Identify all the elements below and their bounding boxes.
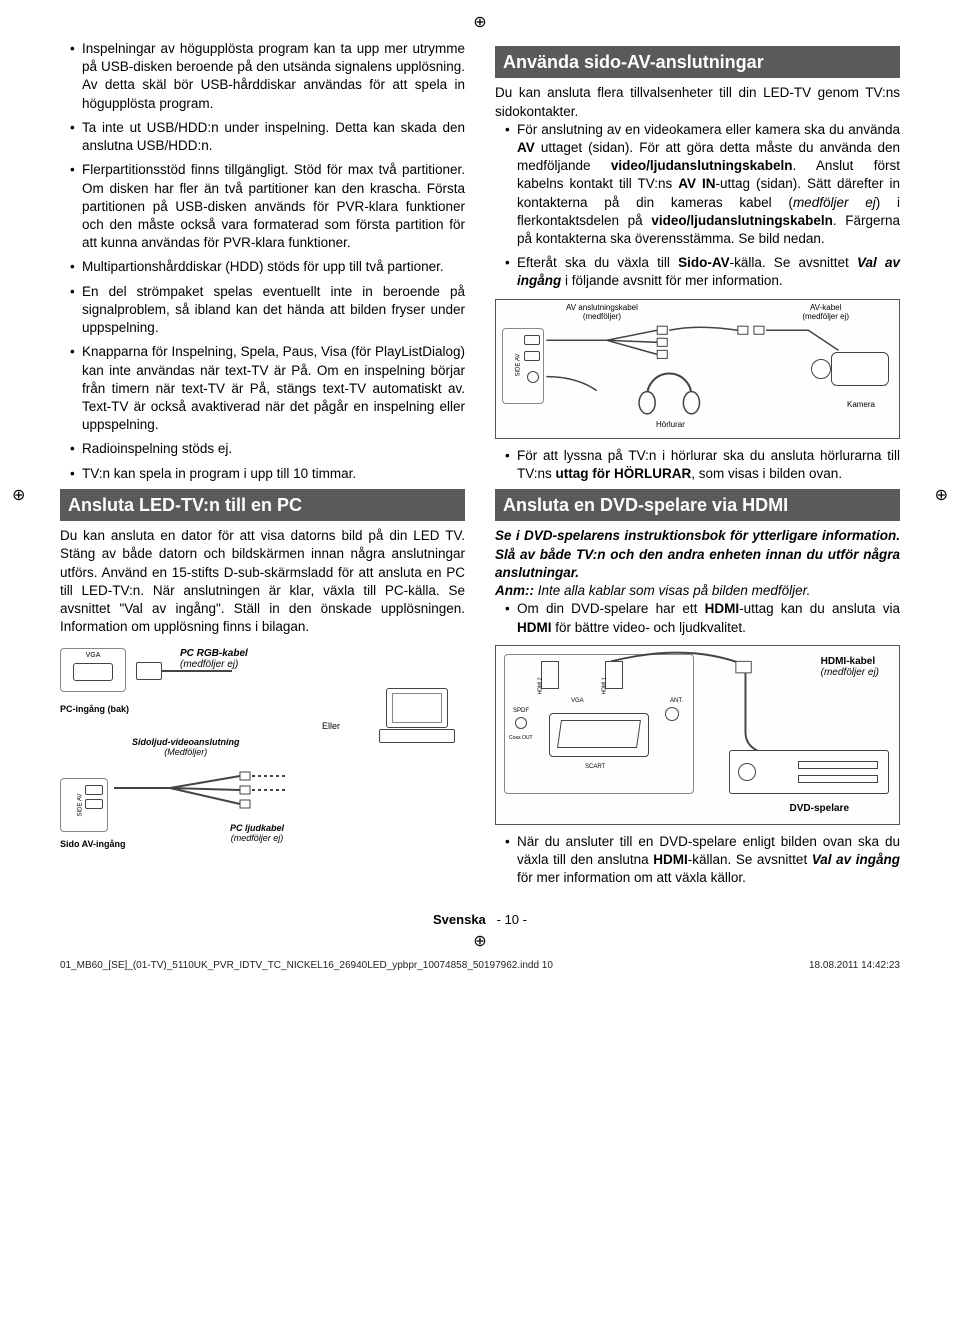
right-column: Använda sido-AV-anslutningar Du kan ansl…	[495, 40, 900, 893]
pc-paragraph: Du kan ansluta en dator för att visa dat…	[60, 527, 465, 636]
pc-audio-cable-label: PC ljudkabel	[230, 823, 284, 833]
main-columns: Inspelningar av högupplösta program kan …	[60, 40, 900, 893]
list-item: TV:n kan spela in program i upp till 10 …	[72, 465, 465, 483]
list-item: Radioinspelning stöds ej.	[72, 440, 465, 458]
camera-label: Kamera	[847, 400, 875, 411]
right-bullets-3: Om din DVD-spelare har ett HDMI-uttag ka…	[495, 600, 900, 636]
list-item: För anslutning av en videokamera eller k…	[507, 121, 900, 249]
list-item: Multipartionshårddiskar (HDD) stöds för …	[72, 258, 465, 276]
list-item: Efteråt ska du växla till Sido-AV-källa.…	[507, 254, 900, 290]
vga-label: VGA	[61, 651, 125, 660]
list-item: För att lyssna på TV:n i hörlurar ska du…	[507, 447, 900, 483]
pc-audio-cable-sub: (medföljer ej)	[231, 833, 284, 843]
dvd-hdmi-intro: Se i DVD-spelarens instruktionsbok för y…	[495, 527, 900, 582]
list-item: Ta inte ut USB/HDD:n under inspelning. D…	[72, 119, 465, 155]
pc-connection-diagram: VGA PC RGB-kabel (medföljer ej) PC-ingån…	[60, 648, 465, 878]
list-item: Om din DVD-spelare har ett HDMI-uttag ka…	[507, 600, 900, 636]
footer-meta: 01_MB60_[SE]_(01-TV)_5110UK_PVR_IDTV_TC_…	[60, 959, 900, 973]
right-bullets-2: För att lyssna på TV:n i hörlurar ska du…	[495, 447, 900, 483]
footer-file: 01_MB60_[SE]_(01-TV)_5110UK_PVR_IDTV_TC_…	[60, 959, 553, 973]
dvd-player-label: DVD-spelare	[790, 802, 849, 816]
left-bullets-1: Inspelningar av högupplösta program kan …	[60, 40, 465, 483]
footer-date: 18.08.2011 14:42:23	[809, 959, 900, 973]
page-footer-center: Svenska - 10 -	[60, 911, 900, 929]
or-label: Eller	[322, 720, 340, 732]
section-header-side-av: Använda sido-AV-anslutningar	[495, 46, 900, 78]
side-av-cable-sub: (Medföljer)	[164, 747, 207, 757]
side-av-port-label: SIDE AV	[76, 794, 84, 817]
list-item: En del strömpaket spelas eventuellt inte…	[72, 283, 465, 338]
crop-mark-bottom: ⊕	[473, 931, 486, 953]
crop-mark-top: ⊕	[473, 12, 486, 34]
crop-mark-left: ⊕	[12, 485, 25, 507]
av-connection-diagram: SIDE AV AV anslutningskabel (medföljer) …	[495, 299, 900, 439]
list-item: När du ansluter till en DVD-spelare enli…	[507, 833, 900, 888]
dvd-hdmi-note: Anm:: Inte alla kablar som visas på bild…	[495, 582, 900, 600]
right-bullets-4: När du ansluter till en DVD-spelare enli…	[495, 833, 900, 888]
pc-input-label: PC-ingång (bak)	[60, 703, 129, 715]
side-av-input-label: Sido AV-ingång	[60, 838, 126, 850]
hdmi-connection-diagram: HDMI 2 HDMI 1 VGA ANT. SPDF Coax.OUT SCA…	[495, 645, 900, 825]
pc-rgb-cable-sub: (medföljer ej)	[180, 659, 238, 670]
list-item: Inspelningar av högupplösta program kan …	[72, 40, 465, 113]
crop-mark-right: ⊕	[935, 485, 948, 507]
section-header-dvd-hdmi: Ansluta en DVD-spelare via HDMI	[495, 489, 900, 521]
section-header-pc: Ansluta LED-TV:n till en PC	[60, 489, 465, 521]
side-av-intro: Du kan ansluta flera tillvalsenheter til…	[495, 84, 900, 120]
list-item: Flerpartitionsstöd finns tillgängligt. S…	[72, 161, 465, 252]
hdmi-cable-label: HDMI-kabel	[821, 656, 875, 667]
left-column: Inspelningar av högupplösta program kan …	[60, 40, 465, 893]
footer-page: - 10 -	[497, 912, 527, 927]
footer-lang: Svenska	[433, 912, 486, 927]
pc-rgb-cable-label: PC RGB-kabel	[180, 648, 248, 659]
note-label: Anm::	[495, 583, 534, 598]
hdmi-cable-sub: (medföljer ej)	[821, 667, 879, 678]
list-item: Knapparna för Inspelning, Spela, Paus, V…	[72, 343, 465, 434]
note-text: Inte alla kablar som visas på bilden med…	[534, 583, 810, 598]
right-bullets-1: För anslutning av en videokamera eller k…	[495, 121, 900, 291]
side-av-cable-label: Sidoljud-videoanslutning	[132, 737, 240, 747]
headphones-label: Hörlurar	[656, 420, 685, 431]
